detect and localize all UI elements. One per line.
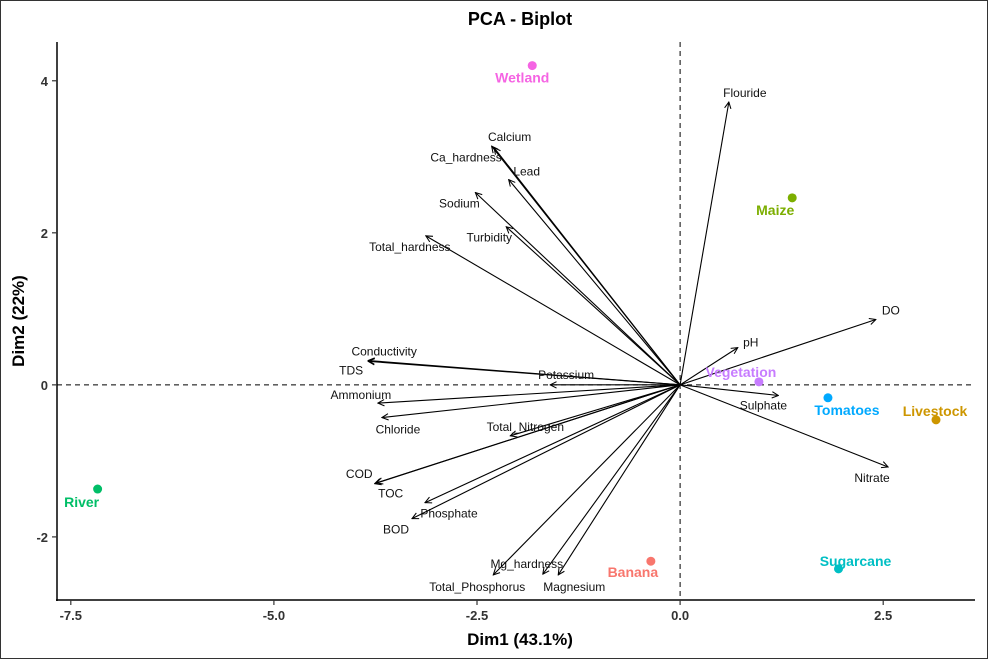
variable-label: BOD [383, 523, 409, 537]
point-label: Livestock [903, 403, 968, 419]
loading-arrow-mg_hardness [543, 384, 681, 574]
x-tick-label: -7.5 [60, 608, 82, 623]
loading-arrow-phosphate [425, 384, 681, 503]
loading-arrow-sulphate [680, 384, 778, 396]
point-maize [787, 193, 797, 203]
variable-label: Potassium [538, 368, 594, 382]
point-livestock [931, 415, 941, 425]
point-label: Maize [756, 202, 794, 218]
variable-label: Magnesium [543, 580, 605, 594]
variable-label: pH [743, 336, 758, 350]
loading-arrow-tds [368, 361, 681, 386]
variable-label: Ca_hardness [430, 151, 501, 165]
x-tick-label: 0.0 [671, 608, 689, 623]
loading-arrow-ammonium [378, 384, 681, 403]
loading-arrow-ph [679, 348, 738, 386]
loading-arrow-turbidity [506, 227, 681, 386]
point-sugarcane [834, 564, 844, 574]
variable-label: Total_Nitrogen [487, 420, 564, 434]
loading-arrow-do [679, 319, 876, 386]
point-river [93, 484, 103, 494]
variable-label: Total_Phosphorus [429, 580, 525, 594]
point-label: Wetland [495, 70, 549, 86]
y-tick-label: 2 [41, 226, 48, 241]
variable-label: COD [346, 467, 373, 481]
y-axis-label: Dim2 (22%) [9, 275, 28, 367]
y-tick-label: 4 [41, 74, 49, 89]
variable-label: Conductivity [351, 345, 416, 359]
loading-arrow-lead [509, 180, 681, 386]
variable-label: Total_hardness [369, 240, 450, 254]
point-vegetation [754, 377, 764, 387]
variable-label: Sodium [439, 197, 480, 211]
variable-label: Nitrate [854, 471, 890, 485]
variable-label: Phosphate [420, 507, 478, 521]
x-tick-label: 2.5 [874, 608, 892, 623]
point-label: Vegetation [706, 364, 777, 380]
variable-label: TOC [378, 487, 403, 501]
variable-label: DO [882, 303, 900, 317]
loading-arrow-toc [375, 384, 681, 484]
x-axis-label: Dim1 (43.1%) [467, 630, 573, 649]
loading-arrow-ca_hardness [494, 148, 681, 386]
variable-label: Mg_hardness [490, 557, 563, 571]
point-banana [646, 556, 656, 566]
loading-arrow-chloride [382, 384, 681, 418]
variable-label: Ammonium [331, 388, 392, 402]
variable-label: Chloride [376, 423, 421, 437]
point-label: Banana [608, 564, 659, 580]
y-tick-label: -2 [36, 530, 48, 545]
variable-label: Sulphate [740, 399, 788, 413]
variable-label: TDS [339, 363, 363, 377]
point-wetland [527, 61, 537, 71]
variable-label: Flouride [723, 86, 767, 100]
point-label: River [64, 494, 100, 510]
loading-arrow-bod [412, 384, 681, 519]
loading-arrow-total_nitrogen [510, 384, 681, 436]
variable-label: Calcium [488, 130, 531, 144]
x-tick-label: -2.5 [466, 608, 488, 623]
point-label: Sugarcane [820, 553, 892, 569]
loading-arrow-magnesium [558, 384, 681, 575]
loading-arrow-flouride [679, 102, 729, 385]
loading-arrow-total_phosphorus [493, 384, 681, 575]
loading-arrow-sodium [475, 193, 681, 386]
x-tick-label: -5.0 [263, 608, 285, 623]
variable-label: Turbidity [466, 231, 512, 245]
loading-arrow-total_hardness [426, 236, 681, 386]
y-tick-label: 0 [41, 378, 48, 393]
point-label: Tomatoes [814, 402, 879, 418]
chart-title: PCA - Biplot [468, 9, 572, 29]
variable-label: Lead [513, 165, 540, 179]
point-tomatoes [823, 393, 833, 403]
loading-arrow-nitrate [679, 384, 888, 467]
